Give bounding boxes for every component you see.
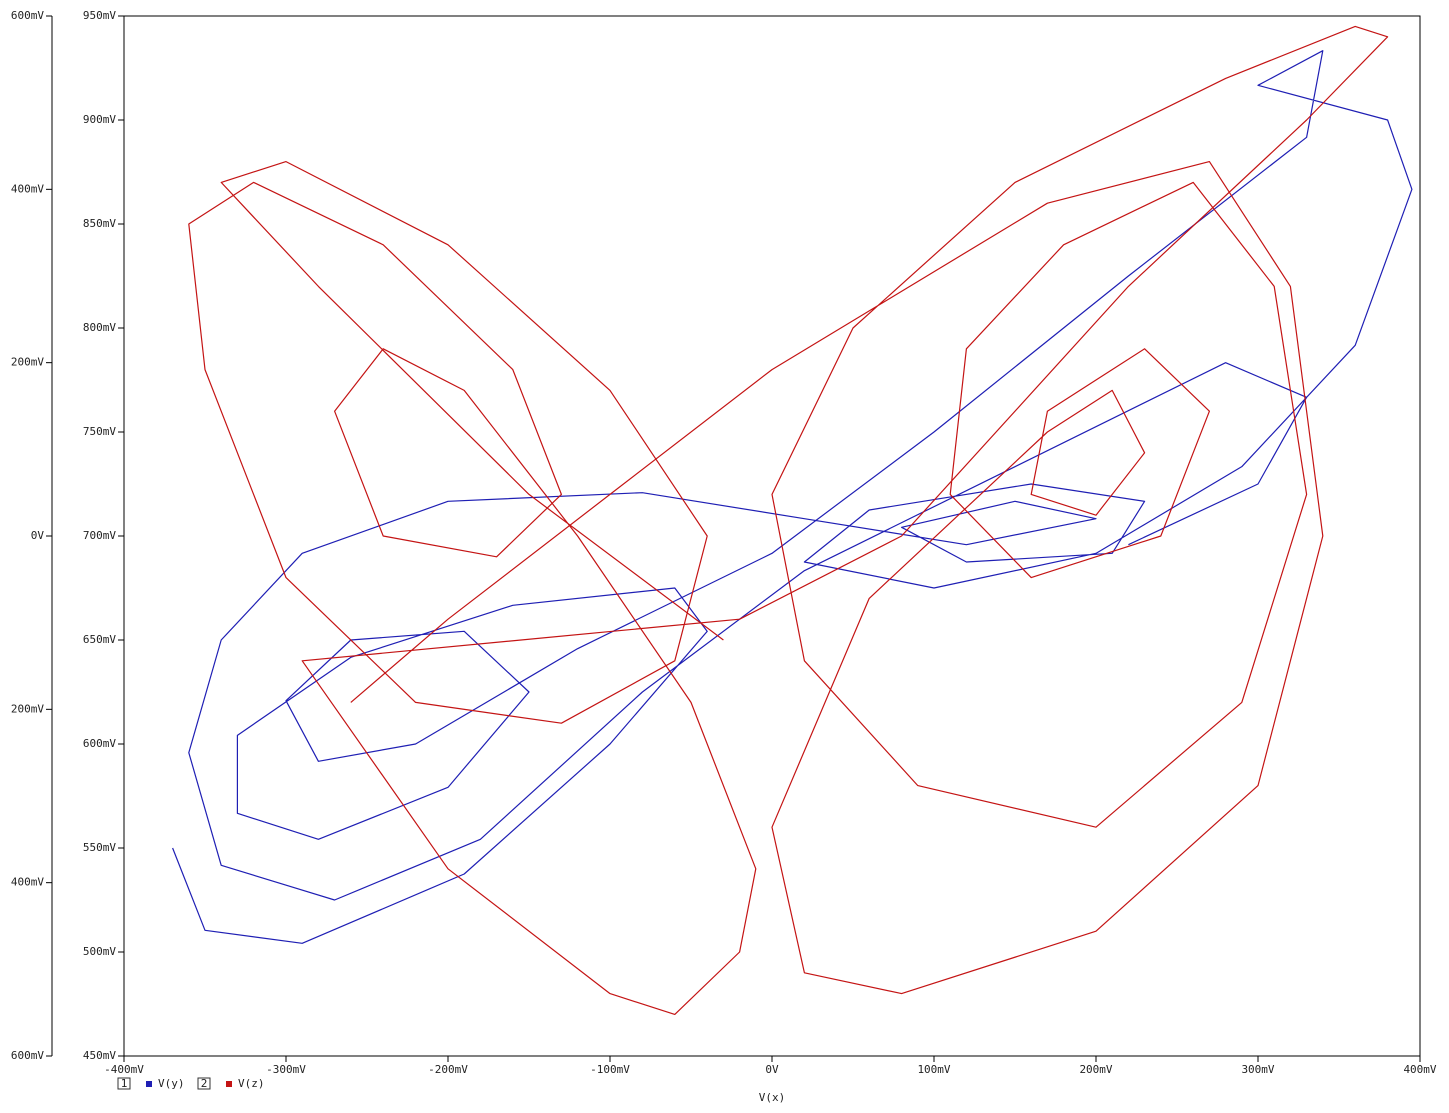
y2-tick-label: 700mV: [83, 529, 116, 542]
y2-tick-label: 850mV: [83, 217, 116, 230]
y2-tick-label: 600mV: [83, 737, 116, 750]
x-tick-label: -400mV: [104, 1063, 144, 1076]
x-tick-label: 0V: [765, 1063, 779, 1076]
y2-tick-label: 450mV: [83, 1049, 116, 1062]
y2-tick-label: 500mV: [83, 945, 116, 958]
y-tick-label: 600mV: [11, 1049, 44, 1062]
x-tick-label: 300mV: [1241, 1063, 1274, 1076]
y2-tick-label: 950mV: [83, 9, 116, 22]
y-tick-label: 200mV: [11, 702, 44, 715]
series-line: [188, 25, 1389, 1016]
y2-tick-label: 750mV: [83, 425, 116, 438]
legend-label: V(z): [238, 1077, 265, 1090]
legend-label: V(y): [158, 1077, 185, 1090]
legend-box: [197, 1077, 211, 1090]
series-line: [172, 50, 1413, 944]
legend-number: 1: [121, 1077, 128, 1090]
legend-number: 2: [201, 1077, 208, 1090]
x-tick-label: 100mV: [917, 1063, 950, 1076]
y-tick-label: 400mV: [11, 182, 44, 195]
y-tick-label: 200mV: [11, 356, 44, 369]
x-tick-label: -300mV: [266, 1063, 306, 1076]
x-tick-label: 200mV: [1079, 1063, 1112, 1076]
legend-box: [117, 1077, 131, 1090]
legend-swatch: [226, 1081, 232, 1087]
legend-swatch: [146, 1081, 152, 1087]
x-axis-label: V(x): [759, 1091, 786, 1104]
y2-tick-label: 550mV: [83, 841, 116, 854]
y-tick-label: 400mV: [11, 876, 44, 889]
x-tick-label: 400mV: [1403, 1063, 1436, 1076]
x-tick-label: -100mV: [590, 1063, 630, 1076]
y-tick-label: 0V: [31, 529, 45, 542]
y2-tick-label: 800mV: [83, 321, 116, 334]
x-tick-label: -200mV: [428, 1063, 468, 1076]
y2-tick-label: 650mV: [83, 633, 116, 646]
y2-tick-label: 900mV: [83, 113, 116, 126]
plot-frame: [123, 15, 1421, 1057]
y-tick-label: 600mV: [11, 9, 44, 22]
